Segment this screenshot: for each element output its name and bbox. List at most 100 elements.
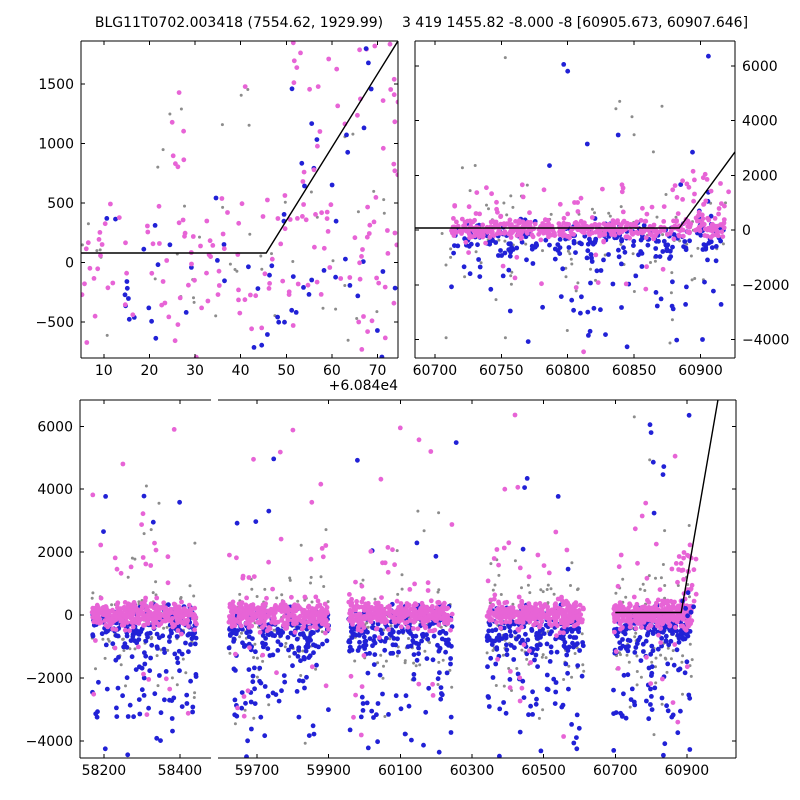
tick-label: 60850	[612, 363, 657, 379]
tick-label: 0	[742, 223, 751, 239]
gray-series	[90, 575, 199, 699]
blue-series	[680, 590, 696, 619]
gray-series	[361, 509, 452, 743]
scatter-points	[440, 53, 731, 355]
tick-label: −4000	[26, 734, 73, 750]
violet-series	[466, 250, 666, 292]
axis-offset-label: +6.084e4	[329, 378, 398, 394]
blue-series	[611, 710, 693, 758]
tick-label: −500	[36, 315, 74, 331]
tick-label: 0	[65, 255, 74, 271]
violet-series	[517, 698, 566, 739]
blue-series	[547, 141, 695, 169]
blue-series	[289, 86, 374, 224]
tick-label: 0	[64, 608, 73, 624]
tick-label: 60700	[413, 363, 458, 379]
violet-series	[378, 449, 455, 527]
violet-series	[235, 705, 247, 719]
tick-label: 59700	[235, 763, 280, 779]
violet-series	[451, 181, 727, 224]
blue-outlier-points	[561, 53, 711, 138]
blue-series	[231, 638, 331, 720]
tick-label: 2000	[742, 168, 778, 184]
gray-series	[81, 165, 386, 342]
y-tick-labels: −4000 −2000 0 2000 4000 6000	[742, 59, 789, 349]
tick-label: −2000	[742, 278, 789, 294]
blue-outlier-points	[453, 412, 692, 490]
x-tick-labels: 59700 59900 60100 60300 60500 60700 60900	[235, 763, 709, 779]
tick-label: 50	[277, 363, 295, 379]
violet-outlier-points	[169, 84, 321, 134]
tick-label: 60750	[479, 363, 524, 379]
tick-label: 4000	[742, 114, 778, 130]
x-tick-labels: 60700 60750 60800 60850 60900	[413, 363, 723, 379]
violet-series	[353, 545, 431, 592]
gray-outlier-points	[161, 112, 224, 152]
blue-series	[449, 246, 724, 315]
scatter-points	[81, 41, 398, 358]
tick-label: 59900	[306, 763, 351, 779]
tick-marks	[415, 41, 735, 358]
tick-label: 10	[95, 363, 113, 379]
blue-series	[347, 727, 454, 755]
model-line	[615, 400, 719, 614]
gray-outlier-points	[503, 56, 664, 137]
violet-series	[632, 500, 649, 532]
top-right-plot: 60700 60750 60800 60850 60900 −4000 −2000 0 2000…	[413, 40, 789, 379]
tick-label: 60500	[521, 763, 566, 779]
model-line	[415, 151, 735, 229]
tick-label: −2000	[26, 671, 73, 687]
gray-series	[614, 99, 655, 154]
violet-series	[227, 543, 329, 592]
blue-series	[244, 714, 317, 758]
tick-marks	[80, 400, 181, 758]
blue-series	[347, 637, 454, 720]
violet-series	[81, 153, 398, 358]
violet-series	[670, 168, 731, 228]
tick-marks	[81, 41, 398, 358]
blue-series	[611, 638, 693, 722]
tick-label: 30	[186, 363, 204, 379]
gray-series	[444, 164, 705, 345]
blue-series	[234, 456, 277, 526]
blue-series	[525, 310, 705, 350]
blue-series	[355, 457, 439, 559]
tick-label: 70	[369, 363, 387, 379]
tick-label: 6000	[742, 59, 778, 75]
violet-series	[91, 638, 173, 697]
violet-series	[351, 714, 364, 738]
blue-series	[104, 195, 398, 358]
blue-series	[90, 639, 199, 720]
blue-series	[497, 722, 582, 758]
blue-series	[93, 711, 175, 758]
violet-series	[98, 540, 171, 586]
tick-label: 500	[47, 196, 74, 212]
violet-series	[613, 640, 690, 686]
tick-label: 20	[140, 363, 158, 379]
scatter-points	[89, 412, 699, 758]
y-tick-labels: −500 0 500 1000 1500	[36, 77, 74, 331]
violet-series	[484, 592, 586, 639]
tick-label: 6000	[37, 419, 73, 435]
violet-series	[615, 541, 693, 592]
tick-label: 60100	[378, 763, 423, 779]
gray-series	[179, 88, 355, 139]
violet-series	[278, 481, 324, 542]
violet-outlier-points	[120, 427, 177, 467]
tick-label: 1500	[38, 77, 74, 93]
tick-label: 4000	[37, 482, 73, 498]
top-left-plot-title: BLG11T0702.003418 (7554.62, 1929.99)	[94, 15, 384, 31]
violet-series	[485, 540, 570, 584]
tick-label: 60	[323, 363, 341, 379]
blue-series	[650, 459, 667, 516]
top-right-plot-title: 3 419 1455.82 -8.000 -8 [60905.673, 6090…	[401, 15, 749, 31]
blue-series	[485, 642, 586, 718]
x-tick-labels: 10 20 30 40 50 60 70	[95, 363, 387, 379]
bottom-plot: 58200 58400 59700 59900 60100 60300 60500 60700…	[26, 399, 737, 779]
model-line	[81, 41, 398, 254]
blue-outlier-points	[150, 519, 156, 525]
gray-outlier-points	[144, 484, 161, 505]
tick-marks	[256, 400, 736, 758]
